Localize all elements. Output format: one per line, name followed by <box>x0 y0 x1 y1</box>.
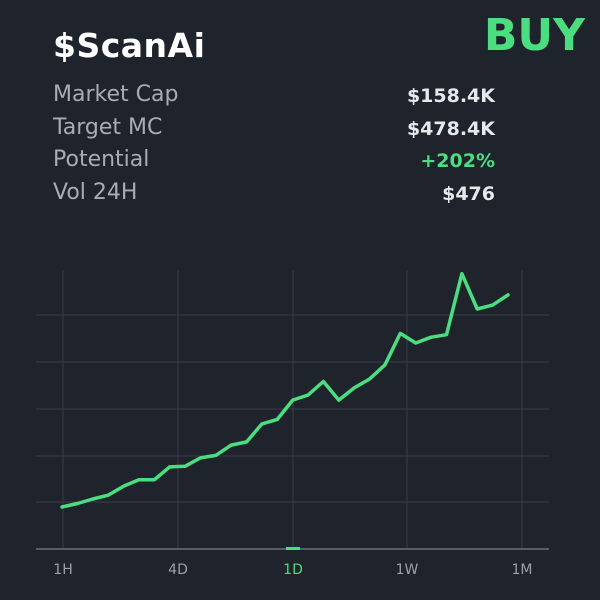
timeframe-1h[interactable]: 1H <box>53 562 72 578</box>
stat-value: $478.4K <box>406 117 495 140</box>
stat-row-market-cap: Market Cap $158.4K <box>53 82 495 115</box>
buy-signal: BUY <box>483 10 585 61</box>
stat-value: +202% <box>420 150 495 173</box>
price-line <box>60 271 510 509</box>
stat-row-target-mc: Target MC $478.4K <box>53 115 495 148</box>
stats-panel: Market Cap $158.4K Target MC $478.4K Pot… <box>53 82 495 212</box>
stat-value: $158.4K <box>406 85 495 107</box>
stat-label: Target MC <box>53 114 163 140</box>
stat-label: Vol 24H <box>53 179 138 205</box>
active-timeframe-indicator <box>286 547 300 550</box>
stat-row-potential: Potential +202% <box>53 147 495 180</box>
timeframe-1m[interactable]: 1M <box>512 562 533 578</box>
timeframe-1w[interactable]: 1W <box>396 562 419 578</box>
stat-value: $476 <box>442 182 495 205</box>
stat-label: Market Cap <box>53 82 179 107</box>
stat-row-vol-24h: Vol 24H $476 <box>53 180 495 213</box>
timeframe-4d[interactable]: 4D <box>168 562 188 578</box>
token-name: $ScanAi <box>53 26 206 65</box>
timeframe-1d[interactable]: 1D <box>283 562 303 578</box>
stat-label: Potential <box>53 147 150 173</box>
chart-grid <box>36 270 549 549</box>
timeframe-selector: 1H 4D 1D 1W 1M <box>53 547 533 578</box>
